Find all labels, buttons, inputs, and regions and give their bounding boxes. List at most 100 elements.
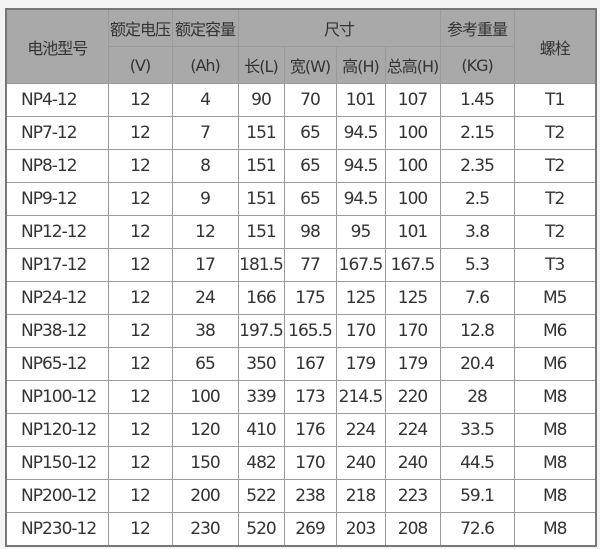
cell-bolt: T2	[513, 215, 597, 249]
cell-capacity: 38	[171, 314, 239, 348]
cell-length: 197.5	[237, 314, 285, 348]
header-model: 电池型号	[5, 8, 109, 84]
header-height: 高(H)	[335, 46, 386, 84]
cell-total-height: 179	[384, 347, 441, 381]
cell-capacity: 120	[171, 413, 239, 447]
header-width: 宽(W)	[283, 46, 337, 84]
battery-spec-table: 电池型号 额定电压 额定容量 尺寸 参考重量 螺栓 (V) (Ah) 长(L) …	[5, 8, 598, 547]
cell-bolt: T2	[513, 182, 597, 216]
cell-model: NP230-12	[5, 512, 109, 547]
cell-width: 65	[283, 116, 337, 150]
cell-voltage: 12	[107, 512, 173, 547]
cell-model: NP12-12	[5, 215, 109, 249]
cell-weight: 33.5	[439, 413, 515, 447]
cell-bolt: T1	[513, 83, 597, 117]
table-row: NP9-12 12 9 151 65 94.5 100 2.5 T2	[5, 182, 597, 216]
cell-length: 522	[237, 479, 285, 513]
cell-capacity: 100	[171, 380, 239, 414]
cell-total-height: 208	[384, 512, 441, 547]
table-row: NP65-12 12 65 350 167 179 179 20.4 M6	[5, 347, 597, 381]
cell-voltage: 12	[107, 281, 173, 315]
cell-length: 482	[237, 446, 285, 480]
cell-height: 218	[335, 479, 386, 513]
cell-total-height: 101	[384, 215, 441, 249]
cell-capacity: 17	[171, 248, 239, 282]
cell-bolt: M6	[513, 314, 597, 348]
cell-width: 70	[283, 83, 337, 117]
cell-total-height: 240	[384, 446, 441, 480]
cell-bolt: T2	[513, 149, 597, 183]
cell-model: NP4-12	[5, 83, 109, 117]
cell-capacity: 9	[171, 182, 239, 216]
header-total-height: 总高(H)	[384, 46, 441, 84]
cell-height: 94.5	[335, 116, 386, 150]
cell-bolt: M5	[513, 281, 597, 315]
cell-total-height: 167.5	[384, 248, 441, 282]
header-subrow: (V) (Ah) 长(L) 宽(W) 高(H) 总高(H) (KG)	[6, 46, 596, 84]
cell-capacity: 24	[171, 281, 239, 315]
cell-model: NP17-12	[5, 248, 109, 282]
header-weight: 参考重量	[439, 8, 515, 47]
cell-bolt: T2	[513, 116, 597, 150]
cell-total-height: 100	[384, 149, 441, 183]
table-row: NP150-12 12 150 482 170 240 240 44.5 M8	[5, 446, 597, 480]
cell-length: 166	[237, 281, 285, 315]
cell-bolt: M8	[513, 479, 597, 513]
cell-width: 238	[283, 479, 337, 513]
cell-weight: 2.35	[439, 149, 515, 183]
cell-width: 167	[283, 347, 337, 381]
cell-model: NP100-12	[5, 380, 109, 414]
table-row: NP230-12 12 230 520 269 203 208 72.6 M8	[5, 512, 597, 547]
header-size: 尺寸	[237, 8, 441, 47]
cell-length: 520	[237, 512, 285, 547]
cell-model: NP38-12	[5, 314, 109, 348]
cell-weight: 28	[439, 380, 515, 414]
cell-length: 151	[237, 215, 285, 249]
cell-total-height: 107	[384, 83, 441, 117]
table-row: NP38-12 12 38 197.5 165.5 170 170 12.8 M6	[5, 314, 597, 348]
cell-voltage: 12	[107, 314, 173, 348]
cell-capacity: 7	[171, 116, 239, 150]
cell-model: NP7-12	[5, 116, 109, 150]
cell-total-height: 170	[384, 314, 441, 348]
cell-bolt: M6	[513, 347, 597, 381]
cell-height: 94.5	[335, 182, 386, 216]
cell-weight: 3.8	[439, 215, 515, 249]
cell-length: 151	[237, 116, 285, 150]
cell-height: 95	[335, 215, 386, 249]
cell-total-height: 100	[384, 182, 441, 216]
cell-width: 176	[283, 413, 337, 447]
header-capacity: 额定容量	[171, 8, 239, 47]
cell-voltage: 12	[107, 479, 173, 513]
cell-capacity: 4	[171, 83, 239, 117]
cell-length: 181.5	[237, 248, 285, 282]
cell-length: 350	[237, 347, 285, 381]
cell-width: 173	[283, 380, 337, 414]
cell-voltage: 12	[107, 149, 173, 183]
cell-model: NP65-12	[5, 347, 109, 381]
cell-bolt: M8	[513, 512, 597, 547]
header-voltage-unit: (V)	[107, 46, 173, 84]
cell-voltage: 12	[107, 413, 173, 447]
table-row: NP7-12 12 7 151 65 94.5 100 2.15 T2	[5, 116, 597, 150]
cell-voltage: 12	[107, 83, 173, 117]
table-row: NP120-12 12 120 410 176 224 224 33.5 M8	[5, 413, 597, 447]
header-bolt: 螺栓	[513, 8, 597, 84]
cell-model: NP150-12	[5, 446, 109, 480]
cell-height: 179	[335, 347, 386, 381]
cell-width: 175	[283, 281, 337, 315]
cell-bolt: M8	[513, 446, 597, 480]
cell-model: NP200-12	[5, 479, 109, 513]
cell-length: 339	[237, 380, 285, 414]
cell-height: 125	[335, 281, 386, 315]
cell-capacity: 8	[171, 149, 239, 183]
cell-width: 65	[283, 182, 337, 216]
cell-capacity: 12	[171, 215, 239, 249]
cell-total-height: 223	[384, 479, 441, 513]
cell-height: 203	[335, 512, 386, 547]
cell-total-height: 220	[384, 380, 441, 414]
table-row: NP4-12 12 4 90 70 101 107 1.45 T1	[5, 83, 597, 117]
cell-weight: 7.6	[439, 281, 515, 315]
table-row: NP8-12 12 8 151 65 94.5 100 2.35 T2	[5, 149, 597, 183]
cell-weight: 2.5	[439, 182, 515, 216]
